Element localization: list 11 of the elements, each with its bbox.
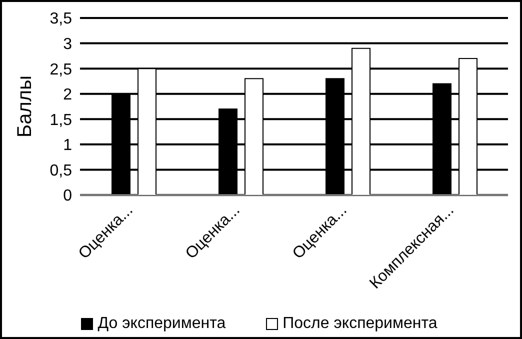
y-tick-label: 1,5 <box>50 112 72 129</box>
legend-label: После эксперимента <box>282 315 438 333</box>
y-tick-label: 1 <box>63 137 72 154</box>
y-tick-label: 2 <box>63 86 72 104</box>
legend-label: До эксперимента <box>98 315 226 333</box>
y-tick-label: 2,5 <box>50 61 72 78</box>
y-tick-label: 0 <box>63 188 72 205</box>
y-tick-label: 0,5 <box>50 162 72 180</box>
y-axis-title: Баллы <box>14 76 36 138</box>
y-tick-label: 3,5 <box>50 10 72 28</box>
y-tick-label: 3 <box>63 36 72 53</box>
